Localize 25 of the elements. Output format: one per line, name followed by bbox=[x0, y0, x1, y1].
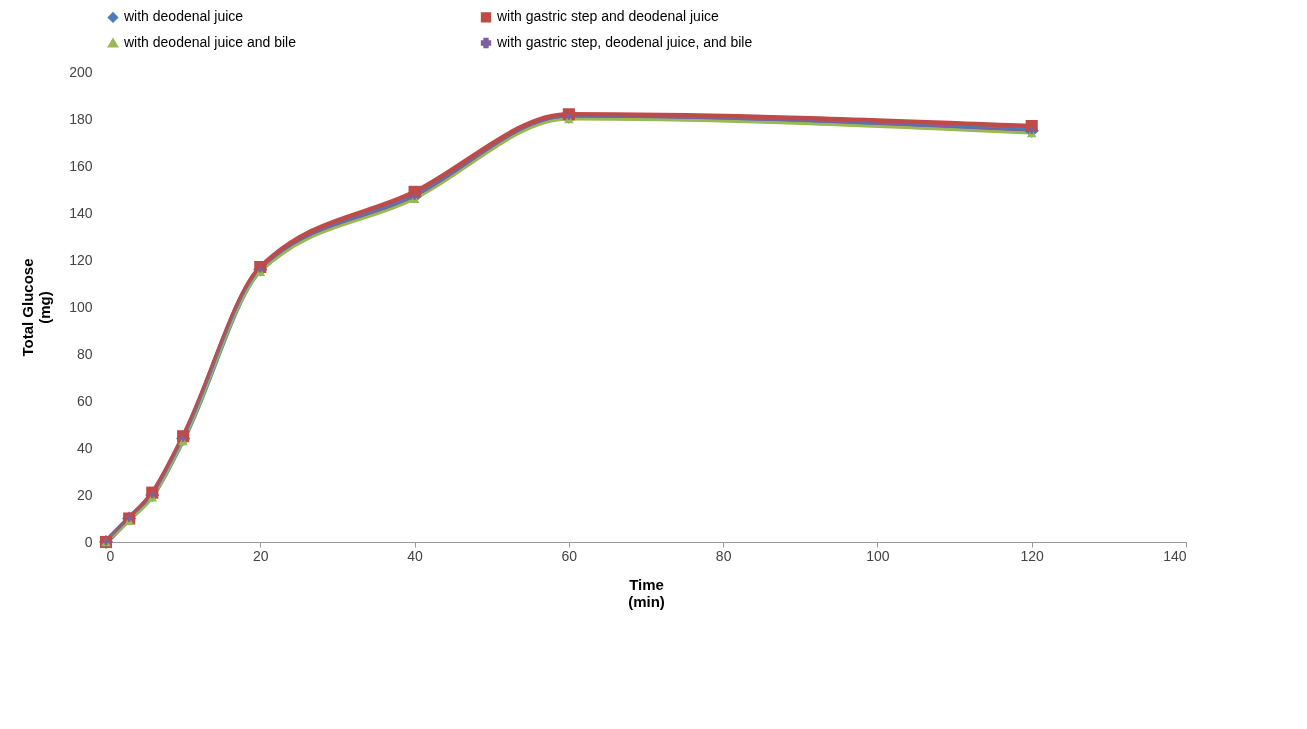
y-tick-label: 160 bbox=[69, 157, 93, 174]
x-tick-label: 120 bbox=[1020, 547, 1045, 564]
x-tick-label: 60 bbox=[561, 547, 578, 564]
y-tick-label: 0 bbox=[84, 533, 93, 550]
x-tick-label: 100 bbox=[866, 547, 890, 564]
y-tick-label: 200 bbox=[69, 63, 93, 80]
y-axis-title: Total Glucose (mg) bbox=[19, 258, 54, 357]
x-tick-label: 40 bbox=[407, 547, 424, 564]
y-tick-label: 120 bbox=[69, 251, 93, 268]
y-tick-label: 60 bbox=[76, 392, 93, 409]
y-tick-label: 80 bbox=[76, 345, 93, 362]
legend-label: with deodenal juice and bile bbox=[123, 34, 297, 50]
y-tick-label: 100 bbox=[69, 298, 93, 315]
x-axis-title: Time (min) bbox=[628, 575, 665, 610]
legend-label: with gastric step and deodenal juice bbox=[496, 8, 720, 25]
x-tick-label: 140 bbox=[1163, 547, 1187, 564]
legend-label: with deodenal juice bbox=[123, 8, 244, 25]
legend-label: with gastric step, deodenal juice, and bile bbox=[496, 34, 753, 50]
y-tick-label: 140 bbox=[69, 204, 93, 221]
y-tick-label: 180 bbox=[69, 110, 93, 127]
x-tick-label: 80 bbox=[715, 547, 732, 564]
y-tick-label: 20 bbox=[76, 486, 93, 503]
y-tick-label: 40 bbox=[76, 439, 93, 456]
x-tick-label: 20 bbox=[253, 547, 269, 564]
x-tick-label: 0 bbox=[106, 547, 115, 564]
